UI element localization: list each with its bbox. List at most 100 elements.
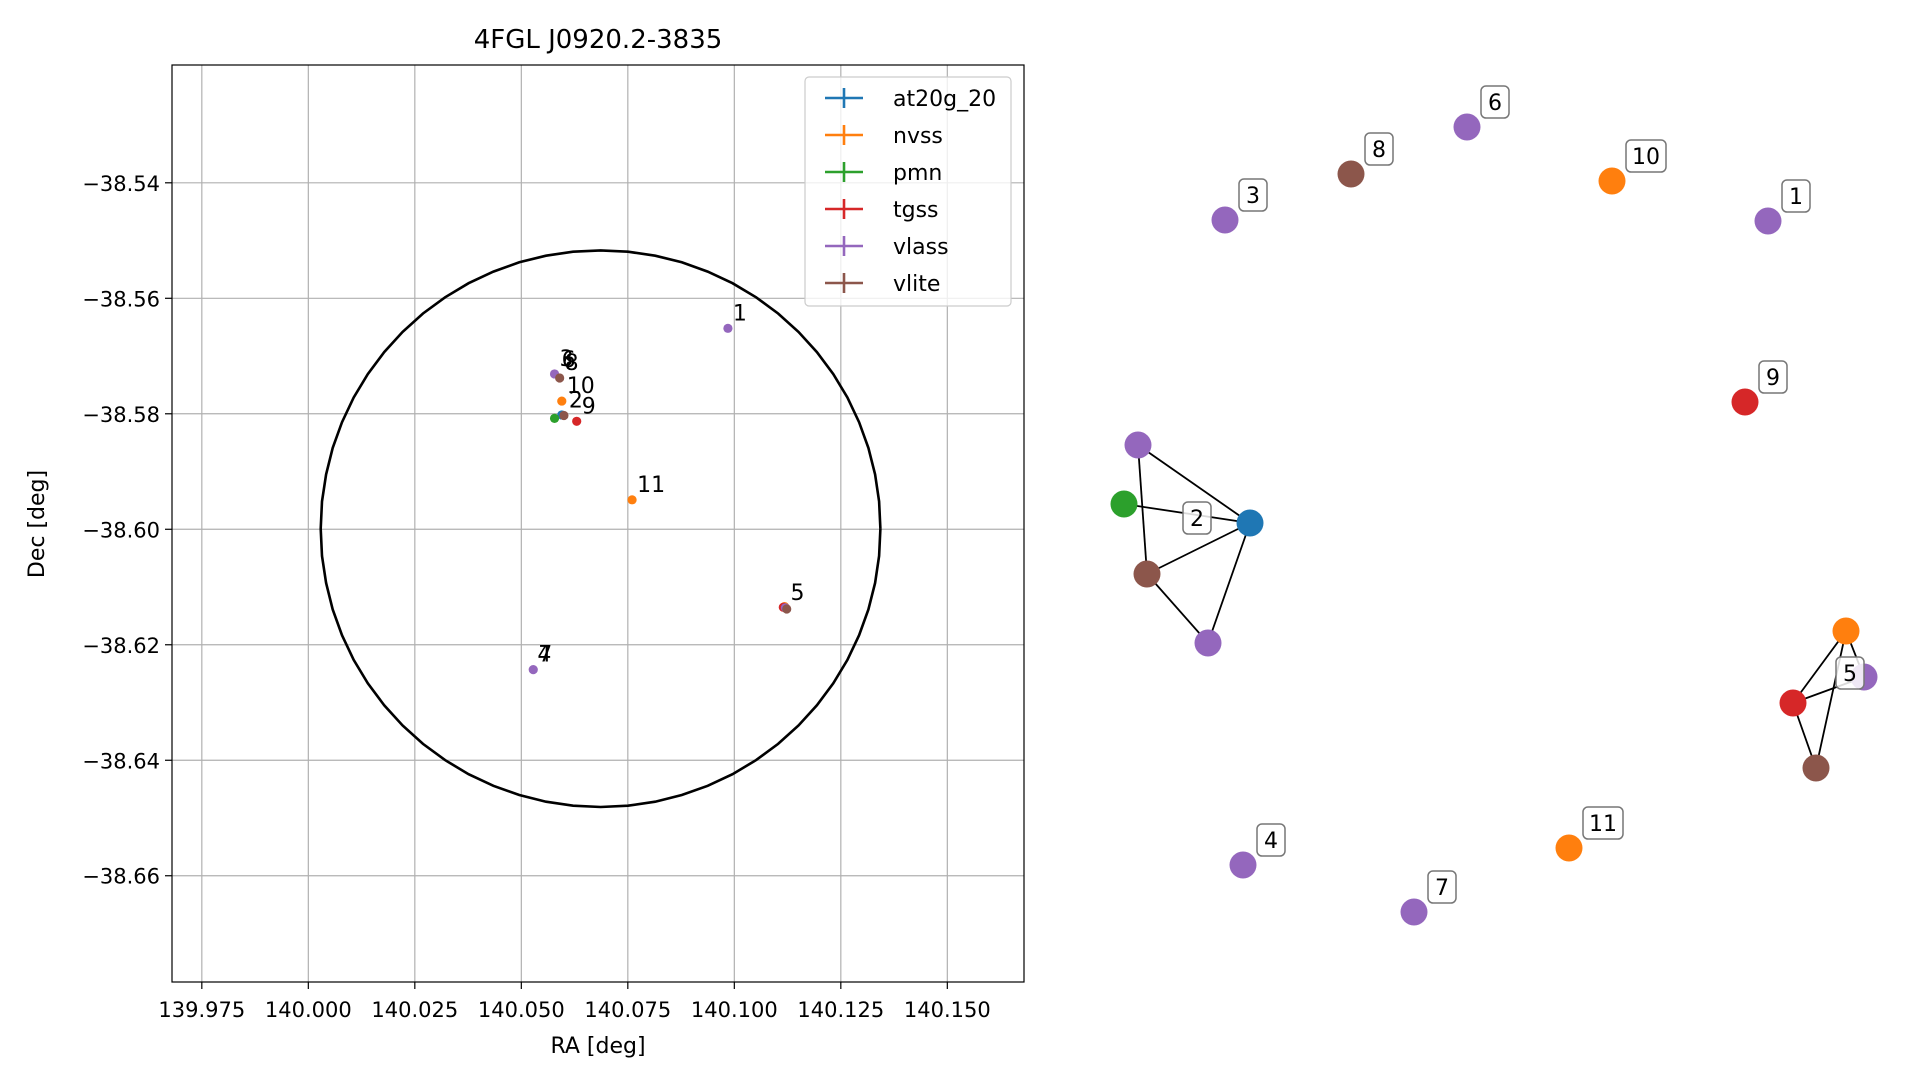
- network-node: [1211, 206, 1239, 234]
- node-label-box: [1480, 85, 1510, 119]
- node-label-box: [1238, 178, 1268, 212]
- network-node: [1802, 754, 1830, 782]
- node-label-box: [1182, 501, 1212, 535]
- network-node-label: 6: [1480, 85, 1510, 119]
- y-tick-label: −38.60: [82, 518, 160, 542]
- point-label: 6: [562, 348, 576, 373]
- network-node: [1779, 689, 1807, 717]
- point-vlite: [782, 604, 792, 614]
- point-pmn: [549, 413, 560, 424]
- node-label-box: [1582, 806, 1624, 840]
- network-node: [1832, 617, 1860, 645]
- x-tick-label: 139.975: [158, 998, 245, 1022]
- point-label: 1: [733, 301, 747, 326]
- network-edge: [1146, 522, 1251, 575]
- x-tick-label: 140.100: [691, 998, 778, 1022]
- network-edge: [1137, 444, 1251, 524]
- point-vlass: [723, 323, 733, 333]
- network-node-label: 4: [1256, 823, 1286, 857]
- node-label-text: 4: [1264, 829, 1278, 854]
- network-node-label: 3: [1238, 178, 1268, 212]
- points-layer: [528, 323, 792, 675]
- point-label: 7: [538, 643, 552, 668]
- legend-label-tgss: tgss: [893, 198, 939, 223]
- network-node: [1133, 560, 1161, 588]
- y-tick-label: −38.62: [82, 634, 160, 658]
- node-label-box: [1256, 823, 1286, 857]
- network-edge: [1146, 573, 1209, 644]
- x-tick-label: 140.125: [797, 998, 884, 1022]
- x-tick-label: 140.050: [478, 998, 565, 1022]
- point-vlass: [528, 664, 538, 675]
- node-label-text: 10: [1632, 145, 1660, 170]
- legend-label-nvss: nvss: [893, 124, 943, 149]
- y-axis-label: Dec [deg]: [25, 470, 50, 578]
- point-vlite: [555, 373, 565, 383]
- network-node: [1337, 160, 1365, 188]
- point-label: 5: [790, 581, 804, 606]
- network-node: [1229, 851, 1257, 879]
- ellipse-layer: [319, 249, 882, 809]
- network-node: [1555, 834, 1583, 862]
- legend-label-vlite: vlite: [893, 272, 940, 297]
- node-label-text: 7: [1435, 876, 1449, 901]
- y-tick-label: −38.58: [82, 403, 160, 427]
- node-label-box: [1427, 870, 1457, 904]
- network-node: [1124, 431, 1152, 459]
- point-label: 2: [569, 389, 583, 414]
- plot-frame: [171, 64, 1025, 983]
- y-tick-label: −38.54: [82, 172, 160, 196]
- network-node: [1754, 207, 1782, 235]
- node-label-box: [1364, 132, 1394, 166]
- point-nvss: [557, 396, 567, 406]
- point-label: 3: [560, 347, 574, 372]
- point-label: 4: [537, 643, 551, 668]
- network-node: [1453, 113, 1481, 141]
- node-label-text: 6: [1488, 91, 1502, 116]
- nodes-layer: [1110, 113, 1878, 926]
- x-tick-label: 140.075: [584, 998, 671, 1022]
- point-label: 9: [582, 394, 596, 419]
- y-tick-label: −38.66: [82, 865, 160, 889]
- x-tick-label: 140.000: [265, 998, 352, 1022]
- node-label-box: [1758, 360, 1788, 394]
- node-label-text: 1: [1789, 185, 1803, 210]
- legend-label-at20g_20: at20g_20: [893, 87, 996, 112]
- x-tick-label: 140.150: [904, 998, 991, 1022]
- network-panel: 1 3 6 8 10 9 4 7 11 2 5: [1110, 85, 1878, 926]
- network-node: [1400, 898, 1428, 926]
- point-tgss: [572, 416, 582, 426]
- node-label-text: 3: [1246, 184, 1260, 209]
- node-label-box: [1781, 179, 1811, 213]
- node-label-box: [1625, 139, 1667, 173]
- network-edge: [1207, 522, 1251, 644]
- node-label-text: 8: [1372, 138, 1386, 163]
- network-edge: [1137, 444, 1148, 575]
- point-nvss: [627, 495, 637, 505]
- node-label-box: [1835, 656, 1865, 690]
- y-ticks: −38.54 −38.56 −38.58 −38.60 −38.62 −38.64 −38.…: [82, 172, 172, 889]
- point-label: 11: [637, 473, 665, 498]
- node-labels: 1 3 6 8 10 9 4 7 11 2 5: [1182, 85, 1865, 904]
- network-node-label: 11: [1582, 806, 1624, 840]
- network-node-label: 5: [1835, 656, 1865, 690]
- network-node: [1598, 167, 1626, 195]
- network-node: [1731, 388, 1759, 416]
- network-node-label: 2: [1182, 501, 1212, 535]
- network-node: [1110, 490, 1138, 518]
- node-label-text: 5: [1843, 662, 1857, 687]
- legend-label-pmn: pmn: [893, 161, 942, 186]
- x-ticks: 139.975 140.000 140.025 140.050 140.075 140.1…: [158, 982, 991, 1022]
- network-edge: [1815, 630, 1847, 769]
- chart-title: 4FGL J0920.2-3835: [474, 25, 723, 55]
- error-ellipse: [319, 249, 882, 809]
- node-label-text: 11: [1589, 812, 1617, 837]
- network-node-label: 7: [1427, 870, 1457, 904]
- network-node-label: 9: [1758, 360, 1788, 394]
- network-node-label: 1: [1781, 179, 1811, 213]
- network-node-label: 10: [1625, 139, 1667, 173]
- node-label-text: 2: [1190, 507, 1204, 532]
